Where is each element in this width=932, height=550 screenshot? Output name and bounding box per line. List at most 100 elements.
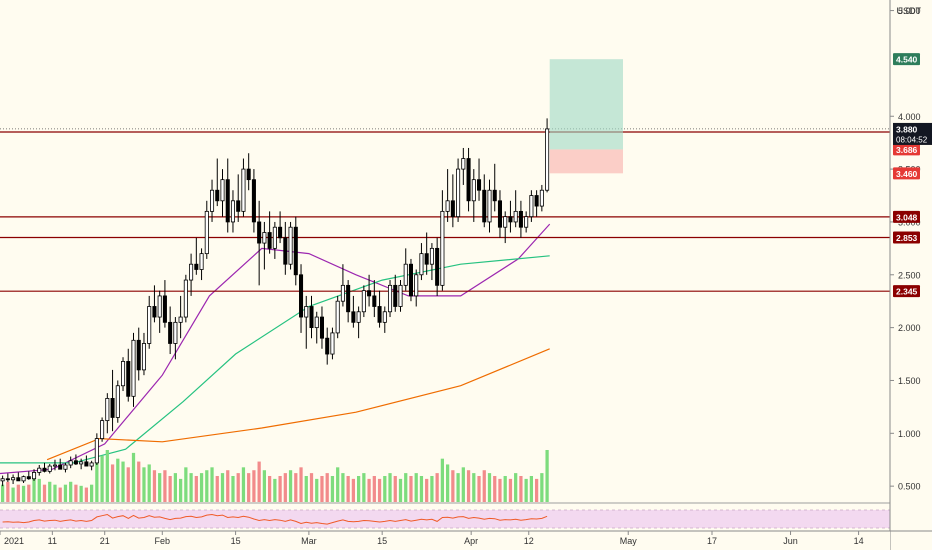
- candle-body: [377, 306, 382, 323]
- candle-body: [84, 461, 89, 467]
- candle-body: [262, 232, 267, 244]
- volume-bar: [466, 470, 471, 502]
- price-tick-label: 5.000: [898, 6, 921, 16]
- volume-bar: [356, 476, 361, 502]
- candle-body: [335, 300, 340, 334]
- candle-body: [398, 284, 403, 307]
- volume-bar: [226, 470, 230, 502]
- candle-body: [393, 284, 398, 307]
- candle-body: [115, 385, 120, 418]
- candle-body: [0, 478, 5, 482]
- volume-bar: [320, 476, 324, 502]
- volume-bar: [121, 461, 125, 502]
- candle-body: [424, 253, 429, 265]
- candle-body: [403, 263, 408, 286]
- volume-bar: [283, 473, 287, 502]
- time-tick-label: 11: [48, 536, 57, 546]
- volume-bar: [267, 476, 272, 502]
- candle-body: [440, 210, 445, 286]
- volume-bar: [236, 473, 240, 502]
- candle-body: [534, 195, 539, 207]
- candle-body: [346, 284, 351, 313]
- volume-bar: [194, 476, 198, 502]
- time-axis[interactable]: 2021 11 21 Feb 15 Mar 15 Apr 12 May 17 Jun 14: [0, 530, 932, 550]
- time-tick-label: 21: [100, 536, 110, 546]
- price-tick-label: 1.500: [898, 376, 921, 386]
- volume-bar: [241, 467, 246, 502]
- candle-body: [267, 232, 272, 249]
- volume-bar: [32, 476, 36, 502]
- time-tick-label: 17: [707, 536, 717, 546]
- candle-body: [419, 253, 424, 276]
- candle-body: [272, 226, 277, 249]
- candle-body: [32, 472, 37, 480]
- time-axis-background: [0, 531, 890, 550]
- candle-body: [236, 200, 241, 212]
- time-tick-label: Apr: [464, 536, 478, 546]
- candle-body: [388, 284, 393, 313]
- candle-body: [545, 128, 550, 191]
- volume-bar: [398, 478, 403, 502]
- volume-bar: [362, 473, 366, 502]
- volume-bar: [304, 476, 308, 502]
- position-tool[interactable]: [549, 59, 623, 174]
- price-tick-label: 2.500: [898, 270, 921, 280]
- candle-body: [288, 226, 293, 265]
- candle-body: [121, 361, 126, 387]
- candle-body: [204, 210, 209, 255]
- price-tick-label: 1.000: [898, 429, 921, 439]
- candle-body: [539, 189, 544, 207]
- candle-body: [414, 274, 419, 297]
- candle-body: [178, 316, 183, 323]
- volume-bar: [456, 473, 460, 502]
- volume-bar: [414, 473, 418, 502]
- candle-body: [68, 460, 73, 466]
- time-tick-label: Mar: [301, 536, 317, 546]
- volume-bar: [393, 476, 397, 502]
- candle-body: [147, 306, 152, 344]
- horizontal-levels[interactable]: [0, 128, 890, 292]
- volume-bar: [6, 481, 10, 502]
- candle-body: [529, 195, 534, 218]
- volume-bar: [346, 476, 350, 502]
- countdown-label: 08:04:52: [896, 135, 928, 144]
- price-axis[interactable]: USDT5.0004.0003.5003.0002.5002.0001.5001…: [889, 0, 932, 550]
- candle-body: [524, 216, 529, 228]
- volume-bar: [377, 478, 382, 502]
- candle-body: [100, 420, 105, 439]
- candle-body: [513, 210, 518, 223]
- candle-body: [461, 158, 466, 170]
- volume-bar: [388, 473, 392, 502]
- candle-body: [445, 200, 450, 212]
- volume-bar: [152, 470, 157, 502]
- candle-body: [309, 306, 314, 329]
- candle-body: [157, 295, 162, 318]
- candle-body: [168, 321, 173, 344]
- candle-body: [356, 311, 361, 323]
- candle-body: [11, 477, 16, 481]
- volume-bar: [288, 470, 293, 502]
- volume-bar: [16, 484, 20, 502]
- volume-bar: [42, 484, 47, 502]
- volume-bar: [330, 476, 335, 502]
- volume-bar: [173, 473, 178, 502]
- volume-bar: [205, 470, 209, 502]
- volume-bar: [63, 484, 68, 502]
- volume-bar: [48, 481, 52, 502]
- volume-bar: [519, 476, 523, 502]
- volume-bar: [158, 473, 162, 502]
- currency-label: USDT: [897, 6, 922, 16]
- candle-body: [325, 337, 330, 355]
- candle-body: [241, 168, 246, 212]
- candle-body: [372, 295, 377, 307]
- candle-body: [189, 263, 194, 281]
- volume-bar: [325, 473, 329, 502]
- volume-bar: [524, 478, 528, 502]
- moving-average-line: [46, 348, 550, 461]
- price-tick-label: 0.500: [898, 482, 921, 492]
- volume-bar: [503, 476, 507, 502]
- time-tick-label: 12: [524, 536, 534, 546]
- volume-bar: [199, 473, 204, 502]
- volume-bar: [430, 476, 434, 502]
